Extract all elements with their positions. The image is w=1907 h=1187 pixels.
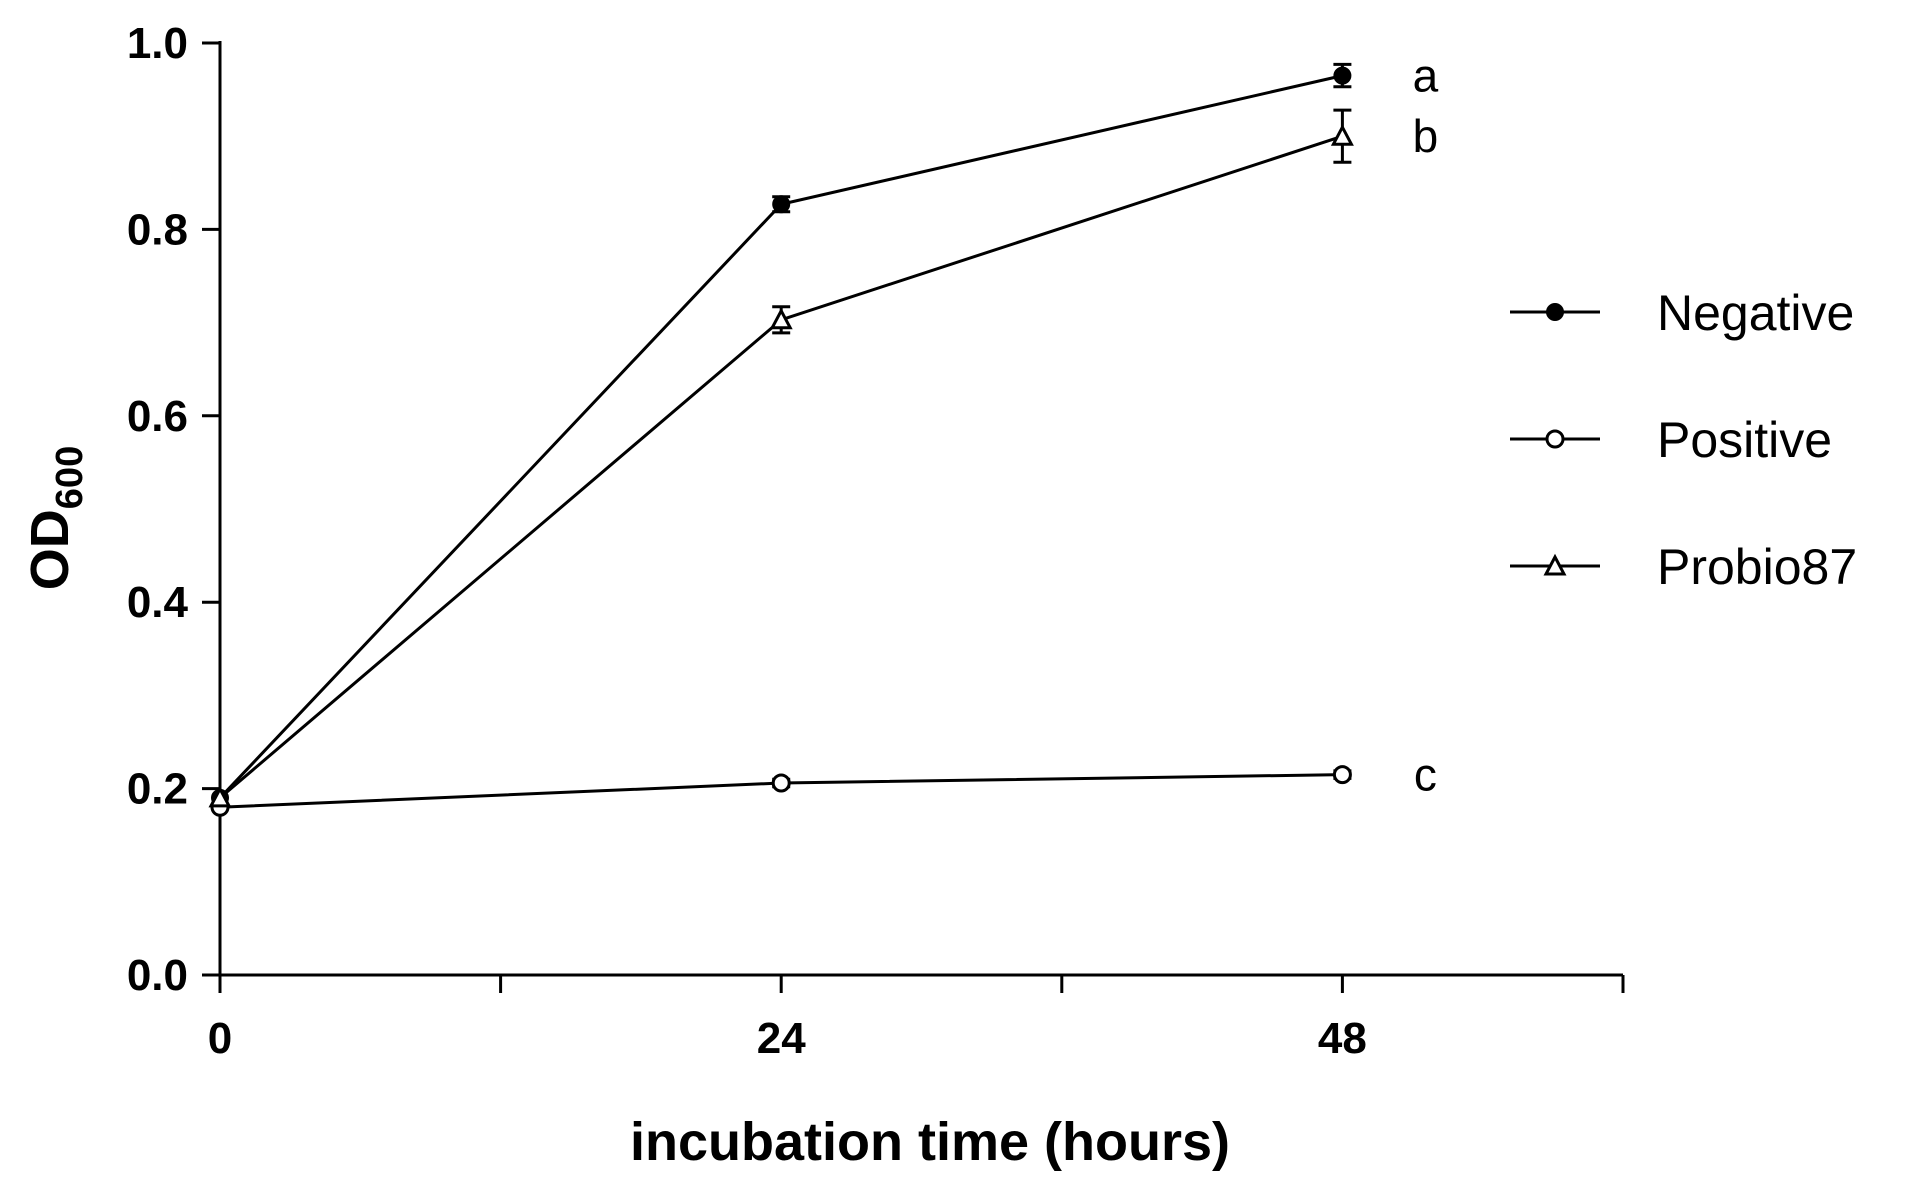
data-point-probio87: [208, 785, 232, 808]
significance-letter: a: [1413, 50, 1439, 102]
series-line-negative: [218, 74, 1343, 799]
y-axis-title-subscript: 600: [49, 446, 91, 509]
data-point-probio87: [1330, 123, 1354, 146]
legend-label: Positive: [1657, 412, 1832, 468]
data-point-positive: [1332, 765, 1352, 785]
legend-marker: [1546, 303, 1564, 321]
x-axis-title: incubation time (hours): [630, 1112, 1230, 1172]
y-axis-title-main: OD: [20, 509, 80, 590]
legend-item-negative: Negative: [1510, 285, 1854, 341]
y-tick-label: 0.2: [127, 765, 188, 814]
y-tick-label: 0.8: [127, 205, 188, 254]
x-tick-label: 0: [208, 1014, 232, 1063]
axes: 0.0 0.2 0.4 0.6 0.8 1.0 0 24 48: [127, 19, 1625, 1063]
series-positive: c: [210, 749, 1437, 817]
significance-letter: c: [1414, 749, 1437, 801]
y-tick-label: 0.4: [127, 578, 189, 627]
significance-letter: b: [1413, 110, 1439, 162]
y-axis-title: OD600: [20, 446, 91, 590]
x-tick-label: 48: [1318, 1014, 1367, 1063]
legend-label: Negative: [1657, 285, 1854, 341]
x-tick-label: 24: [757, 1014, 806, 1063]
legend-item-probio87: Probio87: [1510, 539, 1857, 595]
y-tick-label: 0.6: [127, 392, 188, 441]
y-tick-label: 1.0: [127, 19, 188, 68]
data-point-negative: [1333, 66, 1352, 85]
y-tick-label: 0.0: [127, 951, 188, 1000]
series-line-probio87: [219, 134, 1343, 800]
legend-marker: [1545, 429, 1565, 449]
data-point-negative: [772, 195, 791, 214]
legend-label: Probio87: [1657, 539, 1857, 595]
series-negative: a: [211, 50, 1439, 807]
data-point-probio87: [769, 307, 793, 330]
legend: Negative Positive Probio87: [1510, 285, 1857, 595]
series-probio87: b: [208, 108, 1439, 808]
legend-item-positive: Positive: [1510, 412, 1832, 468]
data-point-positive: [771, 773, 791, 793]
series-layer: a c b: [208, 50, 1439, 817]
legend-marker: [1543, 553, 1567, 576]
